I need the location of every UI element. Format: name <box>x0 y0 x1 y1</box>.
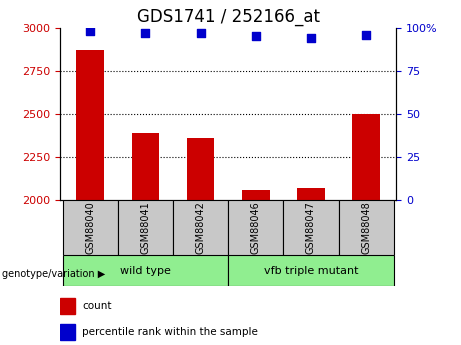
Bar <box>173 200 228 255</box>
Text: GSM88040: GSM88040 <box>85 201 95 254</box>
Bar <box>297 188 325 200</box>
Bar <box>118 200 173 255</box>
Point <box>197 30 204 36</box>
Point <box>307 35 315 41</box>
Bar <box>132 133 159 200</box>
Bar <box>338 200 394 255</box>
Point <box>142 30 149 36</box>
Text: GSM88048: GSM88048 <box>361 201 371 254</box>
Point <box>87 28 94 34</box>
Bar <box>284 200 338 255</box>
Bar <box>77 50 104 200</box>
Bar <box>228 255 394 286</box>
Text: GSM88046: GSM88046 <box>251 201 261 254</box>
Text: count: count <box>82 301 112 311</box>
Bar <box>187 138 214 200</box>
Bar <box>228 200 284 255</box>
Bar <box>63 200 118 255</box>
Title: GDS1741 / 252166_at: GDS1741 / 252166_at <box>137 8 319 26</box>
Text: vfb triple mutant: vfb triple mutant <box>264 266 358 276</box>
Text: wild type: wild type <box>120 266 171 276</box>
Bar <box>60 324 75 340</box>
Text: GSM88041: GSM88041 <box>141 201 150 254</box>
Bar <box>242 190 270 200</box>
Point <box>362 32 370 37</box>
Text: GSM88047: GSM88047 <box>306 201 316 254</box>
Bar <box>63 255 228 286</box>
Text: genotype/variation ▶: genotype/variation ▶ <box>2 269 106 279</box>
Point <box>252 33 260 39</box>
Text: percentile rank within the sample: percentile rank within the sample <box>82 327 258 337</box>
Bar <box>352 114 380 200</box>
Text: GSM88042: GSM88042 <box>195 201 206 254</box>
Bar <box>60 298 75 314</box>
